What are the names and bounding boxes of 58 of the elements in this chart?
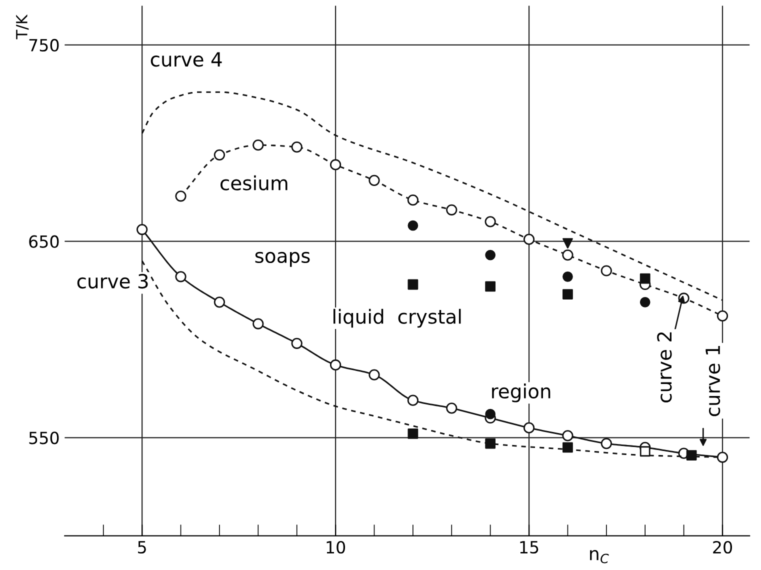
point (252, 140, 264, 151)
point (523, 422, 535, 434)
point (562, 289, 573, 300)
point (408, 220, 418, 231)
point (214, 296, 226, 308)
point (407, 394, 418, 406)
point (716, 310, 728, 322)
y-tick-label: 750 (29, 38, 59, 52)
point (485, 250, 496, 260)
point (368, 174, 380, 186)
point (640, 296, 650, 308)
point (686, 450, 697, 460)
point (600, 265, 612, 276)
annotation: curve 4 (150, 52, 222, 67)
point (640, 446, 650, 457)
point (485, 438, 496, 449)
point (446, 204, 458, 216)
point (523, 234, 535, 245)
point (330, 359, 342, 371)
point (562, 249, 574, 261)
point (408, 428, 418, 439)
point (330, 159, 342, 170)
point (214, 149, 226, 160)
point (175, 190, 186, 202)
point (716, 452, 728, 463)
y-tick-label: 650 (29, 235, 59, 248)
point (252, 318, 264, 330)
x-tick-label: 15 (520, 541, 538, 554)
annotation: curve 2 (657, 332, 672, 402)
point (175, 271, 186, 282)
y-axis-title: T/K (16, 14, 29, 40)
point (291, 338, 302, 349)
annotation: region (492, 383, 550, 402)
point (562, 238, 573, 248)
point (485, 281, 496, 292)
annotation: curve 1 (706, 346, 720, 416)
point (485, 408, 496, 420)
x-axis-title: n$_{C}$ (590, 550, 609, 564)
point (407, 194, 418, 206)
point (484, 216, 496, 228)
y-tick-label: 550 (29, 432, 59, 444)
point (640, 273, 650, 284)
x-tick-label: 5 (138, 541, 146, 554)
annotation: cesium (220, 175, 288, 190)
point (562, 430, 574, 442)
annotation: liquid crystal (334, 308, 461, 328)
point (446, 402, 458, 414)
point (136, 224, 148, 236)
annotation: soaps (255, 252, 310, 267)
x-tick-label: 10 (326, 540, 346, 554)
point (562, 442, 573, 453)
point (368, 369, 380, 380)
annotation: curve 3 (77, 274, 148, 289)
point (600, 438, 612, 450)
x-tick-label: 20 (713, 540, 732, 554)
point (562, 271, 573, 282)
point (408, 279, 418, 290)
point (291, 142, 302, 153)
